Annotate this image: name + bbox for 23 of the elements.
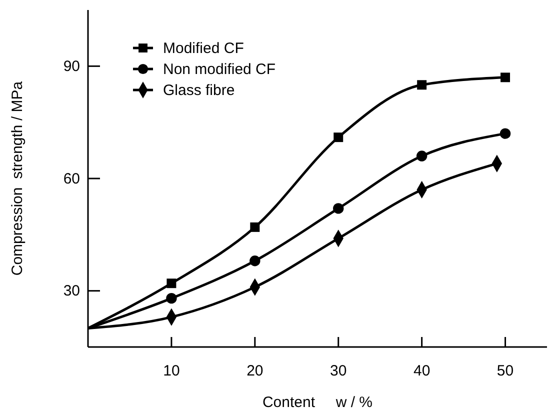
point	[250, 222, 260, 232]
x-tick-label: 10	[163, 362, 180, 380]
point	[500, 128, 511, 139]
y-tick-label: 60	[63, 170, 80, 188]
point	[417, 80, 427, 90]
legend-label: Non modified CF	[163, 61, 276, 78]
x-tick-label: 50	[496, 362, 514, 380]
y-tick-label: 90	[63, 58, 80, 75]
legend-label: Glass fibre	[163, 82, 235, 99]
point	[166, 292, 177, 304]
point	[166, 278, 176, 288]
point	[334, 132, 344, 142]
point	[500, 72, 510, 82]
x-tick-label: 30	[330, 362, 347, 380]
point	[250, 256, 260, 266]
x-tick-label: 20	[246, 362, 264, 380]
x-axis-title: Content w / %	[262, 394, 373, 411]
point	[333, 203, 344, 214]
legend-label: Modified CF	[163, 40, 244, 57]
y-tick-label: 30	[63, 282, 80, 300]
x-tick-label: 40	[413, 362, 430, 380]
y-axis-title: Compression strength / MPa	[9, 80, 26, 276]
point	[416, 150, 428, 162]
